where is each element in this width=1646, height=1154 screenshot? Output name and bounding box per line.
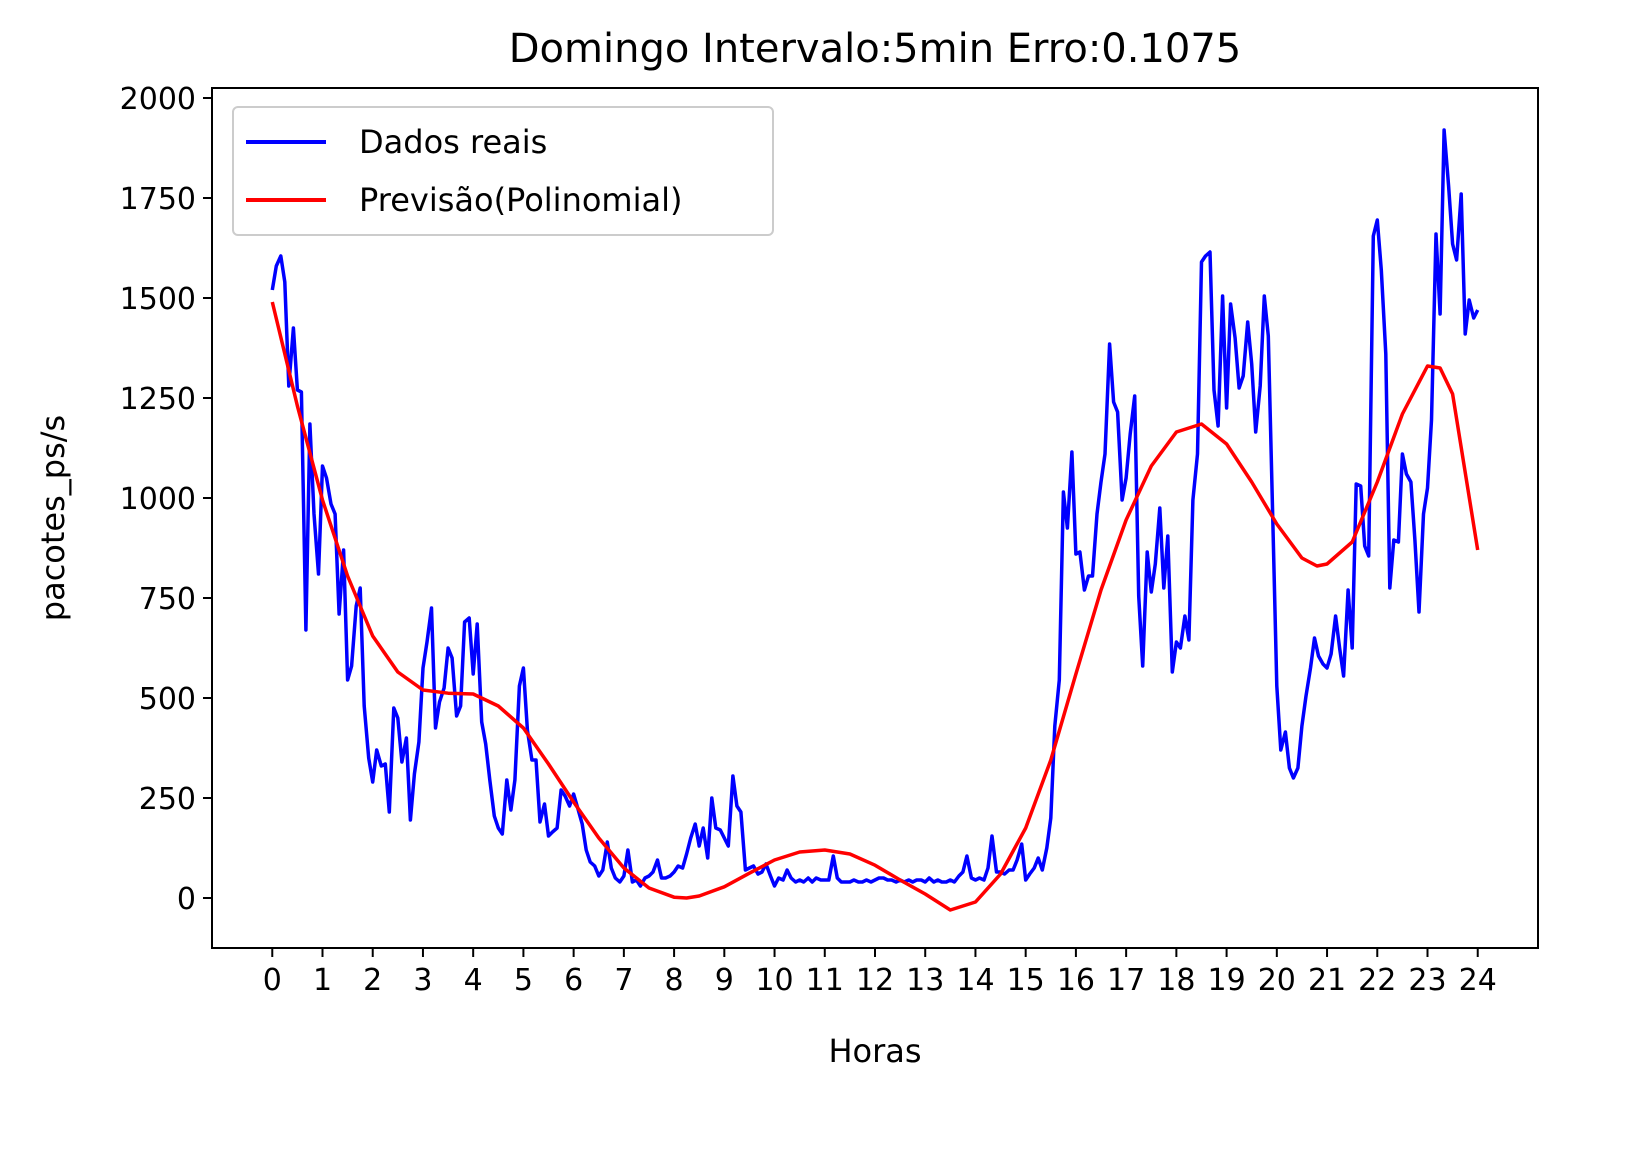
x-tick-label: 7 (614, 963, 633, 998)
legend-box (232, 106, 774, 236)
y-tick-label: 0 (177, 882, 196, 917)
x-tick-label: 12 (856, 963, 894, 998)
legend: Dados reais Previsão(Polinomial) (232, 106, 774, 236)
y-tick-label: 2000 (120, 82, 196, 117)
x-tick-label: 4 (464, 963, 483, 998)
y-tick-label: 1000 (120, 482, 196, 517)
y-tick-label: 1250 (120, 382, 196, 417)
x-tick-label: 21 (1308, 963, 1346, 998)
x-tick-label: 3 (413, 963, 432, 998)
x-tick-label: 5 (514, 963, 533, 998)
series-line-real (270, 128, 1480, 888)
y-tick-label: 1750 (120, 182, 196, 217)
x-tick-label: 18 (1157, 963, 1195, 998)
legend-label-forecast: Previsão(Polinomial) (359, 181, 682, 219)
x-tick-label: 6 (564, 963, 583, 998)
x-tick-label: 17 (1107, 963, 1145, 998)
y-tick-label: 500 (139, 682, 196, 717)
x-tick-label: 8 (665, 963, 684, 998)
x-tick-label: 1 (313, 963, 332, 998)
x-tick-label: 15 (1007, 963, 1045, 998)
series-line-forecast (270, 301, 1480, 912)
x-tick-label: 23 (1408, 963, 1446, 998)
x-tick-label: 16 (1057, 963, 1095, 998)
x-axis-label: Horas (828, 1032, 921, 1070)
x-tick-label: 2 (363, 963, 382, 998)
x-tick-label: 10 (755, 963, 793, 998)
chart-title: Domingo Intervalo:5min Erro:0.1075 (509, 26, 1242, 72)
legend-label-real: Dados reais (359, 123, 547, 161)
x-tick-label: 22 (1358, 963, 1396, 998)
x-tick-label: 14 (956, 963, 994, 998)
y-axis: 0 250 500 750 1000 1250 1500 1750 2000 (120, 82, 212, 917)
x-tick-label: 9 (715, 963, 734, 998)
x-tick-label: 20 (1258, 963, 1296, 998)
x-tick-label: 13 (906, 963, 944, 998)
y-tick-label: 750 (139, 582, 196, 617)
x-tick-label: 11 (806, 963, 844, 998)
x-tick-label: 19 (1207, 963, 1245, 998)
y-tick-label: 1500 (120, 282, 196, 317)
x-tick-label: 24 (1459, 963, 1497, 998)
x-axis: 0 1 2 3 4 5 6 7 8 9 10 11 12 13 14 15 16 17 18 19 20 21 22 23 24 (263, 948, 1497, 998)
series-layer (270, 128, 1480, 912)
y-tick-label: 250 (139, 782, 196, 817)
y-axis-label: pacotes_ps/s (34, 415, 72, 621)
x-tick-label: 0 (263, 963, 282, 998)
